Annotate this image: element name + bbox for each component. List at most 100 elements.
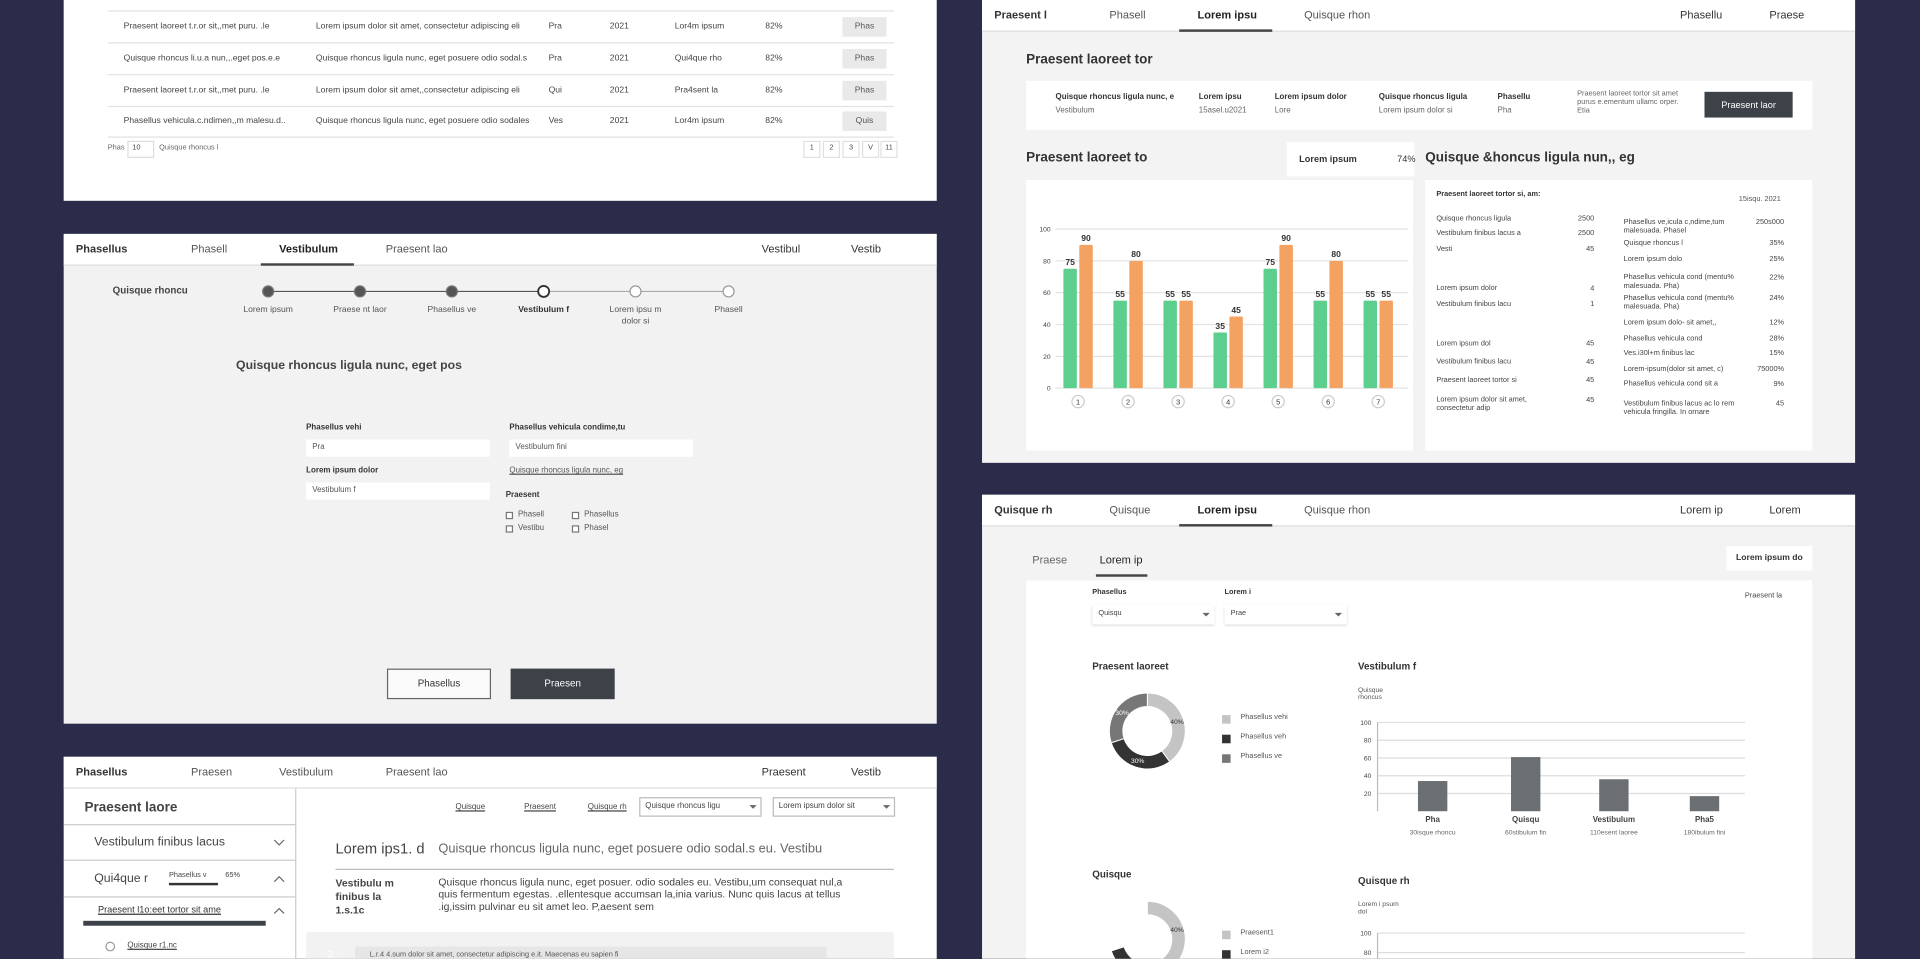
menu[interactable]: Phasellu	[1680, 8, 1723, 22]
row-button-label[interactable]: Phas	[854, 22, 875, 32]
bar	[1511, 757, 1541, 812]
row-button[interactable]	[842, 48, 887, 69]
checkbox-label[interactable]: Vestibu	[517, 523, 545, 533]
toolbar-action[interactable]: Quisque	[455, 802, 486, 812]
button-label[interactable]: Lorem ipsum do	[1736, 554, 1803, 563]
button-label[interactable]: Praesent laor	[1721, 98, 1776, 110]
brand: Phasellus	[75, 242, 128, 255]
select-value[interactable]: Lorem ipsum dolor sit	[778, 801, 855, 811]
row-button-label[interactable]: Quis	[855, 116, 874, 126]
input-value[interactable]: Vestibulum fini	[515, 442, 567, 452]
button-label[interactable]: Praesen	[544, 677, 581, 689]
table-cell: Pra	[548, 54, 562, 64]
page-label[interactable]: V	[868, 144, 874, 152]
sub-tab[interactable]: Praese	[1032, 553, 1068, 566]
user-name[interactable]: Vestib	[851, 765, 882, 778]
nav-tab[interactable]: Quisque rhon	[1304, 503, 1371, 516]
checkbox-label[interactable]: Phasell	[517, 510, 545, 519]
sidebar-subitem[interactable]: Praesent l1o:eet tortor sit ame	[97, 903, 221, 915]
input-value[interactable]: Pra	[312, 442, 325, 452]
menu[interactable]: Vestibul	[761, 242, 801, 255]
select-value[interactable]: Quisque rhoncus ligu	[645, 801, 721, 811]
progress-value: 65%	[225, 871, 241, 880]
select-value[interactable]: Quisqu	[1098, 609, 1122, 618]
row-button[interactable]	[842, 80, 887, 101]
user-name[interactable]: Praese	[1769, 8, 1805, 22]
x-tick-label: 3	[1176, 398, 1180, 407]
button[interactable]	[1726, 546, 1813, 571]
summary-label: Lorem ipsu	[1198, 92, 1242, 102]
nav-tab[interactable]: Vestibulum	[279, 242, 338, 255]
row-button-label[interactable]: Phas	[854, 86, 875, 95]
nav-tab[interactable]: Praesent lao	[385, 765, 448, 778]
menu[interactable]: Lorem ip	[1680, 503, 1723, 516]
page-label[interactable]: 1	[809, 144, 814, 152]
bar	[1279, 244, 1293, 389]
tab-indicator	[1179, 524, 1273, 527]
nav-tab[interactable]: Praesent lao	[385, 242, 448, 255]
nav-tab[interactable]: Quisque rhon	[1304, 8, 1371, 22]
menu[interactable]: Praesent	[761, 765, 806, 778]
link[interactable]: Quisque rhoncus ligula nunc, eg	[509, 466, 624, 475]
page-label[interactable]: 2	[829, 144, 834, 152]
sidebar-item[interactable]: Qui4que r	[94, 872, 149, 886]
bar	[1079, 244, 1093, 389]
select[interactable]	[772, 797, 896, 817]
page-label[interactable]: 3	[848, 144, 854, 152]
page-size: 10	[132, 144, 141, 152]
text-input[interactable]	[306, 482, 490, 500]
toolbar-action[interactable]: Praesent	[524, 802, 556, 812]
bar-value-label: 35	[1215, 321, 1225, 331]
row-button[interactable]	[842, 111, 887, 132]
sub-tab[interactable]: Lorem ip	[1099, 553, 1143, 566]
select[interactable]	[639, 797, 762, 817]
page-button[interactable]	[842, 140, 860, 158]
sidebar-row[interactable]	[63, 824, 297, 861]
nav-tab[interactable]: Lorem ipsu	[1197, 8, 1257, 22]
bar-value-label: 45	[1231, 305, 1241, 315]
user-name[interactable]: Vestib	[851, 242, 882, 255]
row-button[interactable]	[842, 17, 887, 37]
checkbox-label[interactable]: Phasel	[584, 523, 609, 533]
checkbox[interactable]	[571, 511, 580, 520]
sidebar-row[interactable]	[63, 861, 297, 898]
nav-tab[interactable]: Quisque	[1109, 503, 1151, 516]
y-tick-label: 80	[1364, 738, 1372, 745]
primary-button[interactable]	[510, 668, 615, 700]
primary-button[interactable]	[1704, 91, 1793, 118]
table-cell: Lor4m ipsum	[674, 116, 725, 126]
sidebar-leaf[interactable]: Quisque r1.nc	[127, 941, 177, 950]
checkbox-label[interactable]: Phasellus	[584, 510, 619, 519]
page-button[interactable]	[880, 140, 898, 158]
sidebar-item[interactable]: Vestibulum finibus lacus	[94, 835, 225, 850]
select-value[interactable]: Prae	[1230, 609, 1247, 618]
page-label[interactable]: 11	[885, 144, 893, 152]
progress-bar	[168, 882, 218, 886]
button-label[interactable]: Phasellus	[417, 677, 461, 689]
nav-tab[interactable]: Phasell	[191, 242, 228, 255]
page-button[interactable]	[862, 140, 880, 158]
caret	[1202, 612, 1210, 617]
nav-tab[interactable]: Vestibulum	[279, 765, 334, 778]
input-value[interactable]: Vestibulum f	[312, 485, 356, 495]
chevron	[273, 839, 285, 846]
user-name[interactable]: Lorem	[1769, 503, 1801, 516]
select[interactable]	[1224, 604, 1347, 625]
text-input[interactable]	[509, 439, 694, 457]
toolbar-action[interactable]: Quisque rh	[587, 802, 627, 812]
page-button[interactable]	[803, 140, 821, 158]
checkbox[interactable]	[571, 525, 580, 533]
radio	[105, 941, 116, 952]
select[interactable]	[1092, 604, 1215, 625]
checkbox[interactable]	[505, 525, 514, 533]
nav-tab[interactable]: Phasell	[1109, 8, 1146, 22]
nav-tab[interactable]: Lorem ipsu	[1197, 503, 1257, 516]
secondary-button[interactable]	[386, 668, 492, 700]
text-input[interactable]	[306, 439, 490, 457]
export-link[interactable]: Praesent la	[1744, 592, 1783, 601]
page-size-select[interactable]	[127, 140, 155, 158]
nav-tab[interactable]: Praesen	[191, 765, 233, 778]
page-button[interactable]	[822, 140, 841, 158]
checkbox[interactable]	[505, 511, 514, 520]
row-button-label[interactable]: Phas	[854, 54, 875, 64]
